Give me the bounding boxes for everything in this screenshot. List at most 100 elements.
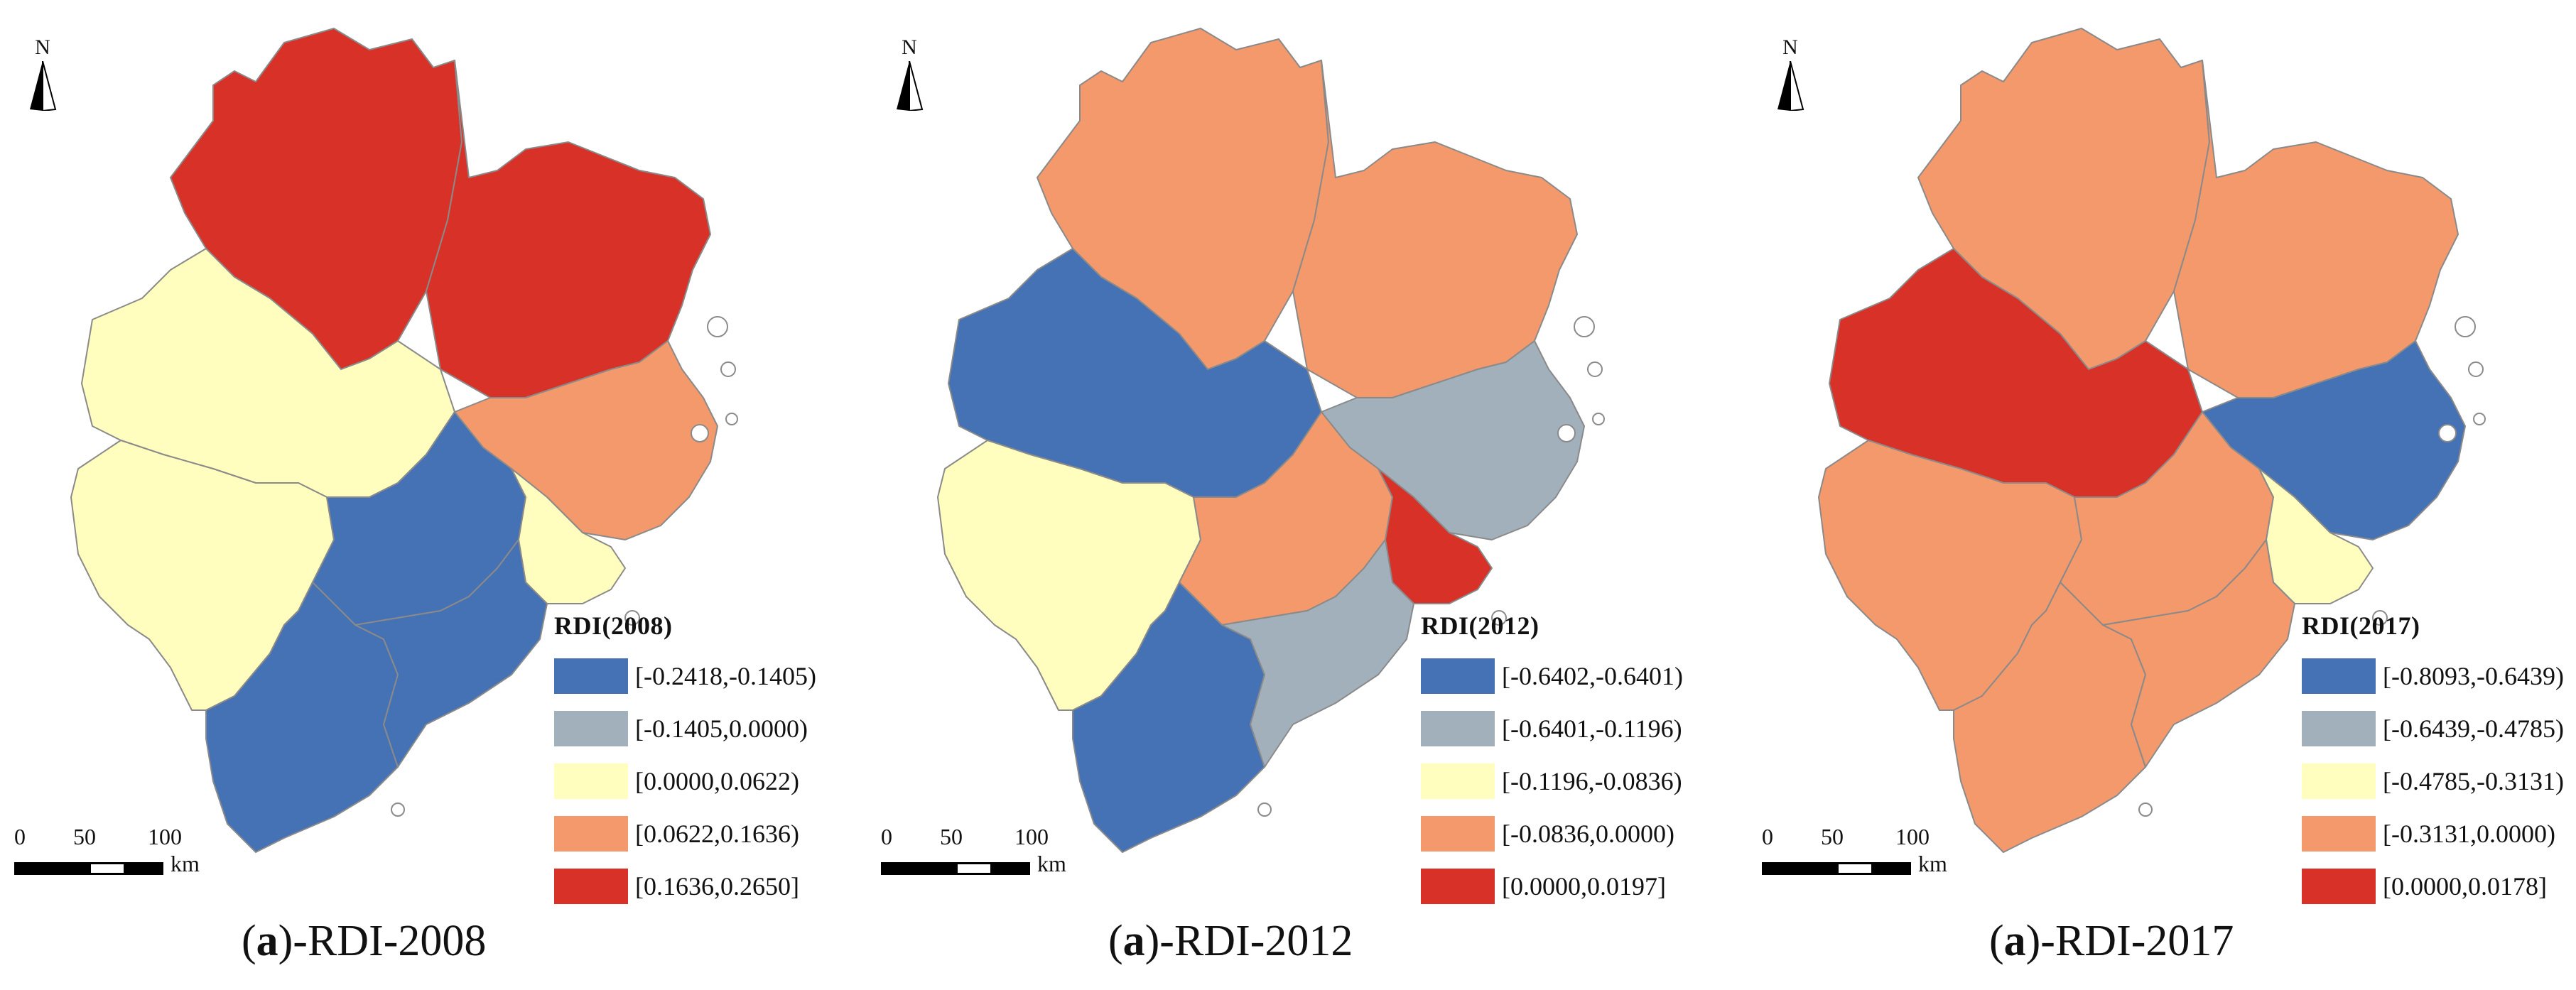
legend-item: [-0.6401,-0.1196) <box>1421 709 1683 749</box>
region-coast <box>1378 468 1493 604</box>
legend-item: [0.1636,0.2650] <box>554 866 816 906</box>
scale-unit: km <box>1037 851 1066 876</box>
region-south2 <box>1221 539 1414 768</box>
island-3 <box>624 610 640 626</box>
legend-swatch <box>554 869 628 904</box>
scale-tick-label: 0 <box>14 824 26 849</box>
island-5 <box>2473 413 2486 425</box>
legend-swatch <box>2302 816 2376 852</box>
north-arrow-icon <box>897 61 924 111</box>
legend-label: [-0.6402,-0.6401) <box>1502 662 1683 690</box>
island-3 <box>1491 610 1507 626</box>
caption-text: )-RDI-2008 <box>278 917 487 965</box>
island-4 <box>2138 803 2153 817</box>
island-0 <box>707 316 728 337</box>
scale-segment <box>992 862 1030 875</box>
panel-caption: (a)-RDI-2017 <box>1989 917 2234 965</box>
region-northeast <box>2173 60 2459 398</box>
scale-segment <box>881 862 956 875</box>
legend-swatch <box>554 711 628 746</box>
region-south2 <box>2102 539 2295 768</box>
legend-swatch <box>1421 869 1495 904</box>
legend: RDI(2017) [-0.8093,-0.6439) [-0.6439,-0.47… <box>2302 611 2564 919</box>
legend-swatch <box>1421 658 1495 694</box>
region-north <box>1917 28 2210 370</box>
island-2 <box>1557 424 1576 442</box>
legend-swatch <box>554 658 628 694</box>
scale-bar: 0 50 100 km <box>1762 824 1947 875</box>
north-arrow-icon <box>1777 61 1804 111</box>
scale-segment <box>14 862 89 875</box>
legend-swatch <box>1421 711 1495 746</box>
island-2 <box>2438 424 2457 442</box>
scale-segment <box>1873 862 1911 875</box>
legend-item: [-0.6439,-0.4785) <box>2302 709 2564 749</box>
scale-bar: 0 50 100 km <box>14 824 200 875</box>
caption-letter: a <box>1122 917 1145 965</box>
legend-title: RDI(2012) <box>1421 611 1539 640</box>
island-0 <box>2455 316 2476 337</box>
legend-label: [-0.1196,-0.0836) <box>1502 767 1682 795</box>
scale-unit: km <box>1918 851 1947 876</box>
region-south <box>205 582 399 853</box>
region-south <box>1953 582 2146 853</box>
legend-item: [0.0000,0.0178] <box>2302 866 2564 906</box>
choropleth-map <box>937 28 1605 853</box>
region-north <box>1037 28 1329 370</box>
scale-unit: km <box>171 851 200 876</box>
legend-item: [-0.3131,0.0000) <box>2302 814 2564 854</box>
legend-item: [-0.1405,0.0000) <box>554 709 816 749</box>
region-north <box>170 28 462 370</box>
caption-text: )-RDI-2017 <box>2025 917 2234 965</box>
map-panel-2008: N RDI(2008) [-0.2418,-0.1405) [-0.1405,0.00… <box>0 0 853 990</box>
scale-tick-label: 100 <box>1014 824 1049 849</box>
legend-swatch <box>554 763 628 799</box>
legend-label: [-0.3131,0.0000) <box>2383 820 2555 848</box>
legend-label: [-0.0836,0.0000) <box>1502 820 1674 848</box>
caption-letter: a <box>2003 917 2026 965</box>
scale-segment <box>89 862 126 875</box>
legend-item: [-0.1196,-0.0836) <box>1421 761 1683 801</box>
island-5 <box>1592 413 1605 425</box>
legend-item: [-0.8093,-0.6439) <box>2302 656 2564 696</box>
scale-segment <box>1762 862 1836 875</box>
legend-label: [0.0622,0.1636) <box>635 820 799 848</box>
legend-label: [-0.6439,-0.4785) <box>2383 714 2564 743</box>
legend-label: [-0.6401,-0.1196) <box>1502 714 1682 743</box>
legend-title: RDI(2008) <box>554 611 673 640</box>
legend-item: [-0.4785,-0.3131) <box>2302 761 2564 801</box>
north-label: N <box>35 36 50 59</box>
scale-tick-label: 100 <box>1895 824 1930 849</box>
island-3 <box>2372 610 2388 626</box>
north-arrow-icon <box>30 61 57 111</box>
map-panel-2012: N RDI(2012) [-0.6402,-0.6401) [-0.6401,-0.1… <box>867 0 1719 990</box>
legend-swatch <box>2302 711 2376 746</box>
island-2 <box>691 424 709 442</box>
legend-item: [0.0000,0.0622) <box>554 761 816 801</box>
legend-label: [-0.2418,-0.1405) <box>635 662 816 690</box>
scale-tick-label: 50 <box>73 824 96 849</box>
legend-label: [0.0000,0.0197] <box>1502 872 1666 901</box>
north-label: N <box>902 36 917 59</box>
caption-letter: a <box>256 917 278 965</box>
legend-label: [-0.1405,0.0000) <box>635 714 808 743</box>
legend-swatch <box>2302 869 2376 904</box>
legend-swatch <box>1421 763 1495 799</box>
legend-label: [0.1636,0.2650] <box>635 872 799 901</box>
legend-item: [-0.6402,-0.6401) <box>1421 656 1683 696</box>
north-label: N <box>1782 36 1798 59</box>
legend-item: [-0.2418,-0.1405) <box>554 656 816 696</box>
island-4 <box>1257 803 1272 817</box>
scale-tick-label: 50 <box>1821 824 1844 849</box>
panel-caption: (a)-RDI-2008 <box>242 917 487 965</box>
scale-tick-label: 100 <box>148 824 182 849</box>
scale-bar: 0 50 100 km <box>881 824 1066 875</box>
scale-segment <box>126 862 163 875</box>
legend-item: [-0.0836,0.0000) <box>1421 814 1683 854</box>
legend: RDI(2012) [-0.6402,-0.6401) [-0.6401,-0.11… <box>1421 611 1683 919</box>
island-0 <box>1574 316 1595 337</box>
region-coast <box>511 468 626 604</box>
scale-tick-label: 0 <box>881 824 892 849</box>
scale-segment <box>956 862 992 875</box>
choropleth-map <box>70 28 738 853</box>
